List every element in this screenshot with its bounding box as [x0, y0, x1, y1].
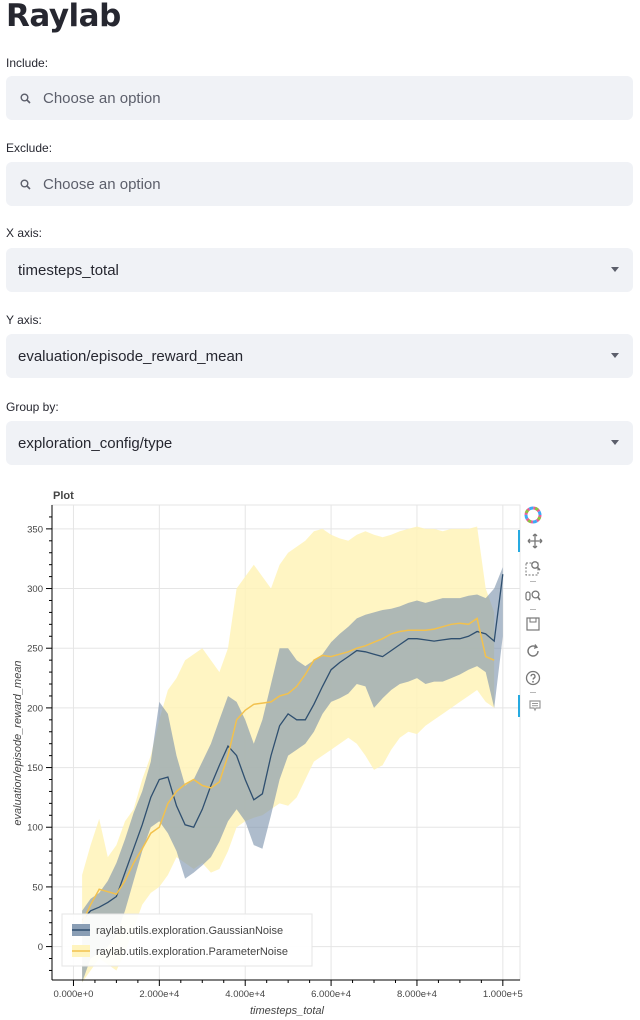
include-label: Include:	[6, 56, 49, 70]
y-tick-label: 100	[27, 823, 43, 834]
help-icon[interactable]	[518, 667, 548, 689]
exclude-placeholder: Choose an option	[43, 175, 161, 193]
plot-axes	[46, 505, 520, 986]
group-by-select[interactable]: exploration_config/type	[6, 421, 633, 465]
series-line-1	[81, 617, 495, 924]
y-axis-title: evaluation/episode_reward_mean	[12, 660, 24, 825]
chart-title: Plot	[53, 490, 74, 502]
x-tick-label: 8.000e+4	[397, 989, 437, 1000]
series-band-0	[82, 567, 503, 983]
y-axis-label: Y axis:	[6, 313, 42, 327]
chevron-down-icon	[611, 440, 619, 445]
exclude-label: Exclude:	[6, 141, 53, 155]
app-title: Raylab	[6, 0, 121, 34]
y-tick-label: 200	[27, 703, 43, 714]
x-axis-title: timesteps_total	[250, 1005, 325, 1017]
series-lines	[81, 574, 504, 924]
reset-icon[interactable]	[518, 640, 548, 662]
plot-canvas[interactable]: Plot 0.000e+0 2.000e+4 4.000e+4 6.000e+4 8.0…	[0, 484, 640, 1020]
pan-icon[interactable]	[518, 530, 550, 552]
x-axis-select[interactable]: timesteps_total	[6, 248, 633, 292]
chart-legend: raylab.utils.exploration.GaussianNoise ra…	[61, 913, 313, 967]
confidence-bands	[82, 526, 503, 983]
legend-entry: raylab.utils.exploration.ParameterNoise	[96, 946, 288, 958]
chevron-down-icon	[611, 267, 619, 272]
include-placeholder: Choose an option	[43, 89, 161, 107]
x-axis-label: X axis:	[6, 226, 43, 240]
box-zoom-icon[interactable]	[518, 557, 548, 579]
save-icon[interactable]	[518, 613, 548, 635]
y-tick-label: 50	[32, 882, 43, 893]
tick-labels: 0.000e+0 2.000e+4 4.000e+4 6.000e+4 8.000e+4…	[27, 524, 523, 1000]
x-tick-label: 4.000e+4	[225, 989, 265, 1000]
search-icon	[19, 177, 33, 191]
y-axis-select[interactable]: evaluation/episode_reward_mean	[6, 334, 633, 378]
wheel-zoom-icon[interactable]	[518, 585, 548, 607]
chevron-down-icon	[611, 353, 619, 358]
y-tick-label: 0	[38, 942, 43, 953]
legend-entry: raylab.utils.exploration.GaussianNoise	[96, 925, 283, 937]
series-line-0	[81, 574, 504, 921]
y-axis-value: evaluation/episode_reward_mean	[18, 347, 244, 365]
y-tick-label: 150	[27, 763, 43, 774]
y-tick-label: 250	[27, 644, 43, 655]
toolbar-divider	[530, 609, 536, 610]
y-tick-label: 300	[27, 584, 43, 595]
x-tick-label: 2.000e+4	[139, 989, 179, 1000]
hover-icon[interactable]	[518, 695, 550, 717]
group-by-value: exploration_config/type	[18, 434, 173, 452]
x-tick-label: 6.000e+4	[311, 989, 351, 1000]
toolbar-divider	[530, 581, 536, 582]
x-tick-label: 1.000e+5	[483, 989, 523, 1000]
bokeh-logo-icon[interactable]	[518, 504, 548, 526]
legend-box	[61, 913, 313, 967]
x-axis-value: timesteps_total	[18, 261, 119, 279]
toolbar-divider	[530, 692, 536, 693]
include-multiselect[interactable]: Choose an option	[6, 76, 633, 120]
search-icon	[19, 91, 33, 105]
group-by-label: Group by:	[6, 400, 59, 414]
y-tick-label: 350	[27, 524, 43, 535]
exclude-multiselect[interactable]: Choose an option	[6, 162, 633, 206]
x-tick-label: 0.000e+0	[54, 989, 94, 1000]
